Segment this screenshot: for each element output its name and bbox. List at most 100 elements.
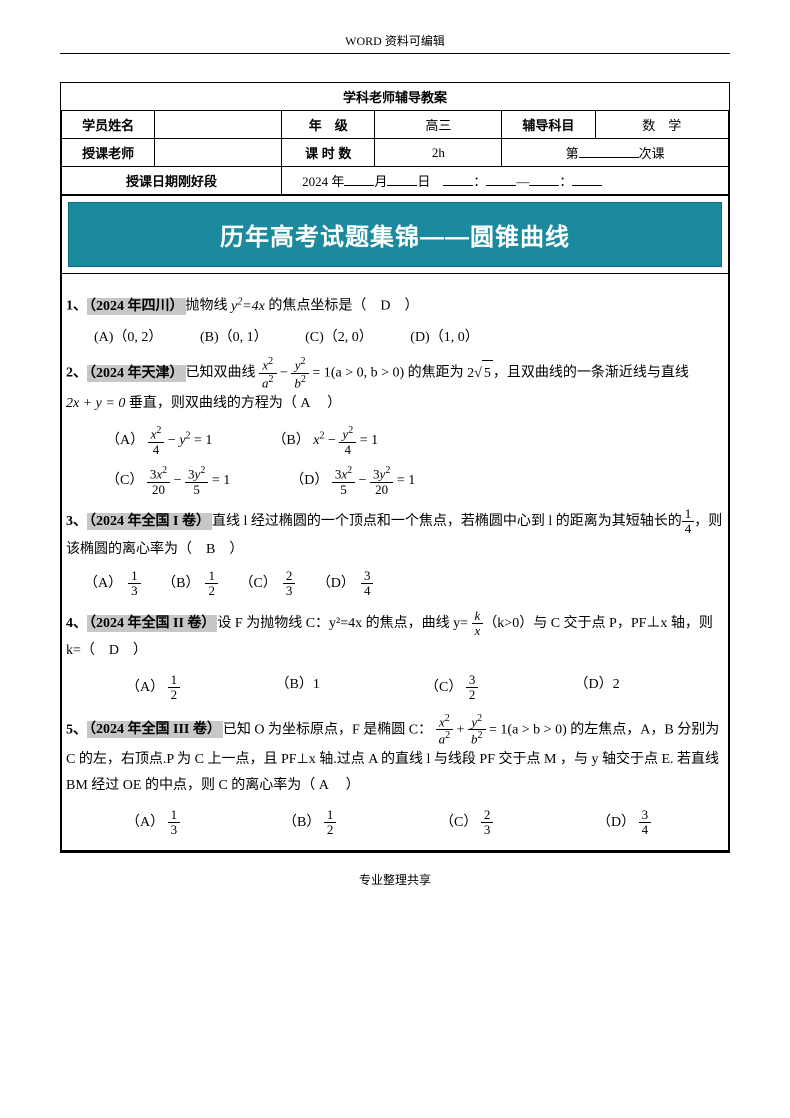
month-blank[interactable] — [344, 172, 374, 186]
q5-a-label: （A） — [126, 815, 164, 830]
m1-blank[interactable] — [486, 172, 516, 186]
q4-opt-b: （B）1 — [276, 673, 426, 703]
q5-opt-b: （B） 12 — [283, 808, 410, 838]
q4-c-label: （C） — [425, 680, 462, 695]
q2-text-c: ，且双曲线的一条渐近线与直线 — [493, 366, 689, 381]
q5-f2: y2b2 — [468, 713, 486, 747]
q2-text-a: 已知双曲线 — [186, 366, 260, 381]
q5-d-label: （D） — [597, 815, 635, 830]
q2-c-f1: 3x220 — [147, 465, 170, 497]
grade-label: 年 级 — [282, 111, 375, 139]
q4-source: （2024 年全国 II 卷） — [87, 615, 217, 632]
q1-text-b: 的焦点坐标是（ D ） — [265, 299, 419, 314]
q4-k-frac: kx — [472, 609, 484, 639]
q3-num: 3、 — [66, 514, 87, 529]
q2-b-frac: y24 — [339, 425, 356, 457]
q2-frac1: x2a2 — [259, 356, 277, 390]
q5-opt-c: （C） 23 — [440, 808, 567, 838]
info-row-3: 授课日期刚好段 2024 年月日 ：—： — [62, 167, 729, 195]
q3-d-label: （D） — [317, 572, 355, 592]
q2-choices-row1: （A） x24 − y2 = 1 （B） x2 − y24 = 1 — [106, 425, 724, 457]
subject-value: 数 学 — [595, 111, 728, 139]
q2-sqrt: 2√5 — [467, 366, 493, 381]
q2-line: 2x + y = 0 — [66, 396, 125, 411]
q2-b-label: （B） — [272, 433, 309, 448]
q2-a-frac: x24 — [148, 425, 165, 457]
q3-b-label: （B） — [162, 572, 199, 592]
page: WORD 资料可编辑 学科老师辅导教案 学员姓名 年 级 高三 辅导科目 数 学… — [0, 0, 790, 908]
q3-opt-a: （A）13 — [84, 569, 153, 599]
nth-suffix: 次课 — [639, 146, 665, 161]
date-value: 2024 年月日 ：—： — [282, 167, 729, 195]
day-blank[interactable] — [387, 172, 417, 186]
q1-choices: (A)（0, 2） (B)（0, 1） (C)（2, 0） (D)（1, 0） — [94, 326, 724, 346]
footer-rule — [60, 852, 730, 853]
q2-frac2: y2b2 — [291, 356, 309, 390]
student-value[interactable] — [155, 111, 282, 139]
question-1: 1、（2024 年四川）抛物线 y2=4x 的焦点坐标是（ D ） — [66, 292, 724, 320]
topic-banner: 历年高考试题集锦——圆锥曲线 — [68, 202, 722, 267]
doc-title: 学科老师辅导教案 — [62, 83, 729, 111]
nth-blank[interactable] — [579, 144, 639, 158]
q1-eq: y2=4x — [231, 299, 265, 314]
q3-c-label: （C） — [239, 572, 276, 592]
grade-value: 高三 — [375, 111, 502, 139]
question-5: 5、（2024 年全国 III 卷）已知 O 为坐标原点，F 是椭圆 C： x2… — [66, 713, 724, 800]
teacher-value[interactable] — [155, 139, 282, 167]
q1-opt-a: (A)（0, 2） — [94, 326, 162, 346]
q2-a-label: （A） — [106, 433, 144, 448]
q4-a-label: （A） — [126, 680, 164, 695]
date-label: 授课日期刚好段 — [62, 167, 282, 195]
q5-text-a: 已知 O 为坐标原点，F 是椭圆 C： — [223, 722, 432, 737]
q2-d-f2: 3y220 — [370, 465, 393, 497]
q3-choices: （A）13 （B）12 （C）23 （D）34 — [84, 569, 724, 599]
q1-text-a: 抛物线 — [186, 299, 232, 314]
banner-wrap: 历年高考试题集锦——圆锥曲线 — [61, 195, 729, 274]
question-2: 2、（2024 年天津）已知双曲线 x2a2 − y2b2 = 1(a > 0,… — [66, 356, 724, 417]
q1-opt-b: (B)（0, 1） — [200, 326, 268, 346]
info-table: 学科老师辅导教案 学员姓名 年 级 高三 辅导科目 数 学 授课老师 课 时 数… — [61, 83, 729, 195]
q2-c-label: （C） — [106, 473, 143, 488]
q5-choices: （A） 13 （B） 12 （C） 23 （D） 34 — [126, 808, 724, 838]
hours-label: 课 时 数 — [282, 139, 375, 167]
q2-cond: (a > 0, b > 0) — [331, 366, 404, 381]
nth-prefix: 第 — [566, 146, 579, 161]
q2-d-label: （D） — [290, 473, 328, 488]
q4-opt-c: （C） 32 — [425, 673, 575, 703]
q2-opt-d: （D） 3x25 − 3y220 = 1 — [290, 465, 415, 497]
q5-source: （2024 年全国 III 卷） — [87, 721, 223, 738]
q4-num: 4、 — [66, 616, 87, 631]
q5-opt-d: （D） 34 — [597, 808, 724, 838]
q3-source: （2024 年全国 I 卷） — [87, 513, 212, 530]
q5-cond: (a > b > 0) — [507, 722, 566, 737]
q3-quarter: 14 — [682, 507, 695, 537]
info-row-1: 学员姓名 年 级 高三 辅导科目 数 学 — [62, 111, 729, 139]
q1-source: （2024 年四川） — [87, 298, 186, 315]
q2-c-f2: 3y25 — [185, 465, 208, 497]
q2-opt-b: （B） x2 − y24 = 1 — [272, 425, 378, 457]
student-label: 学员姓名 — [62, 111, 155, 139]
q2-num: 2、 — [66, 366, 87, 381]
q2-choices-row2: （C） 3x220 − 3y25 = 1 （D） 3x25 − 3y220 = … — [106, 465, 724, 497]
q4-opt-a: （A） 12 — [126, 673, 276, 703]
hours-value: 2h — [375, 139, 502, 167]
q5-f1: x2a2 — [436, 713, 454, 747]
page-header: WORD 资料可编辑 — [60, 32, 730, 49]
q5-num: 5、 — [66, 722, 87, 737]
info-row-2: 授课老师 课 时 数 2h 第次课 — [62, 139, 729, 167]
q2-source: （2024 年天津） — [87, 365, 186, 382]
q3-opt-b: （B）12 — [162, 569, 230, 599]
q2-minus: − — [280, 366, 291, 381]
question-4: 4、（2024 年全国 II 卷）设 F 为抛物线 C：y²=4x 的焦点，曲线… — [66, 609, 724, 665]
subject-label: 辅导科目 — [502, 111, 595, 139]
q3-opt-d: （D）34 — [317, 569, 386, 599]
nth-lesson: 第 次课 — [502, 139, 729, 167]
q2-text-d: 垂直，则双曲线的方程为（ A ） — [125, 396, 341, 411]
q1-opt-c: (C)（2, 0） — [305, 326, 373, 346]
q3-text-a: 直线 l 经过椭圆的一个顶点和一个焦点，若椭圆中心到 l 的距离为其短轴长的 — [212, 514, 682, 529]
h1-blank[interactable] — [443, 172, 473, 186]
m2-blank[interactable] — [572, 172, 602, 186]
q1-num: 1、 — [66, 299, 87, 314]
q5-c-label: （C） — [440, 815, 477, 830]
h2-blank[interactable] — [529, 172, 559, 186]
